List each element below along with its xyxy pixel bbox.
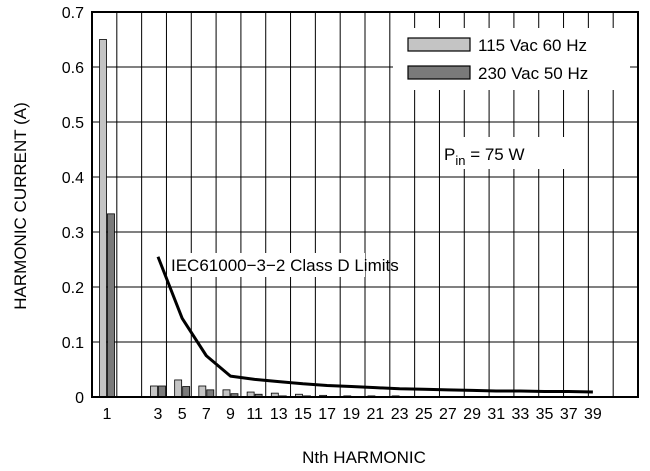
y-tick-label: 0.4 xyxy=(62,170,84,187)
y-tick-labels: 0 0.1 0.2 0.3 0.4 0.5 0.6 0.7 xyxy=(62,5,84,407)
x-tick-label: 23 xyxy=(391,406,409,423)
bar-115vac-h5 xyxy=(174,379,183,398)
legend-label-230vac: 230 Vac 50 Hz xyxy=(478,64,588,83)
power-annotation-sub: in xyxy=(455,153,465,168)
x-tick-label: 39 xyxy=(584,406,602,423)
y-tick-label: 0.2 xyxy=(62,280,84,297)
bar-230vac-h5 xyxy=(182,386,191,398)
y-tick-label: 0.7 xyxy=(62,5,84,22)
x-tick-label: 35 xyxy=(536,406,554,423)
limit-line-label: IEC61000−3−2 Class D Limits xyxy=(171,256,399,275)
x-tick-label: 11 xyxy=(246,406,263,423)
y-tick-label: 0.3 xyxy=(62,225,84,242)
y-tick-label: 0 xyxy=(75,390,84,407)
power-annotation-text: Pin = 75 W xyxy=(444,145,525,168)
y-axis-title: HARMONIC CURRENT (A) xyxy=(11,102,30,309)
power-annotation: Pin = 75 W xyxy=(440,137,576,169)
power-annotation-value: = 75 W xyxy=(465,145,524,164)
x-tick-label: 27 xyxy=(439,406,457,423)
power-annotation-p: P xyxy=(444,145,455,164)
bar-230vac-h3 xyxy=(158,385,166,398)
y-tick-label: 0.6 xyxy=(62,60,84,77)
x-tick-label: 3 xyxy=(154,406,163,423)
bar-230vac-h7 xyxy=(206,389,215,398)
limit-line-group xyxy=(156,256,593,394)
x-tick-label: 29 xyxy=(463,406,481,423)
x-tick-label: 13 xyxy=(270,406,288,423)
limit-line-label-group: IEC61000−3−2 Class D Limits xyxy=(168,253,399,277)
legend-swatch-115vac xyxy=(407,37,471,52)
x-tick-label: 31 xyxy=(487,406,505,423)
x-tick-label: 33 xyxy=(512,406,530,423)
x-axis-title: Nth HARMONIC xyxy=(302,448,426,467)
x-tick-label: 17 xyxy=(318,406,336,423)
x-tick-label: 9 xyxy=(226,406,235,423)
y-tick-label: 0.1 xyxy=(62,335,84,352)
legend-label-115vac: 115 Vac 60 Hz xyxy=(478,36,587,55)
x-tick-label: 19 xyxy=(342,406,360,423)
legend: 115 Vac 60 Hz 230 Vac 50 Hz xyxy=(393,28,630,90)
iec-class-d-limit-line xyxy=(156,256,593,394)
y-tick-label: 0.5 xyxy=(62,115,84,132)
x-tick-label: 37 xyxy=(560,406,578,423)
legend-swatch-230vac xyxy=(407,65,471,80)
plot-frame xyxy=(91,11,639,398)
gridlines xyxy=(92,12,638,397)
bar-115vac-h3 xyxy=(150,385,158,398)
bar-115vac-h1 xyxy=(99,39,107,398)
bar-115vac-h9 xyxy=(222,389,231,398)
bar-series xyxy=(99,39,601,398)
x-tick-labels: 1 3 5 7 9 11 13 15 17 19 21 23 25 27 29 31 33 35 37 39 xyxy=(103,406,602,423)
bar-115vac-h7 xyxy=(198,385,207,398)
x-tick-label: 21 xyxy=(367,406,385,423)
x-tick-label: 1 xyxy=(103,406,112,423)
x-tick-label: 5 xyxy=(178,406,187,423)
bar-230vac-h1 xyxy=(107,213,115,398)
x-tick-label: 7 xyxy=(202,406,211,423)
x-tick-label: 15 xyxy=(294,406,312,423)
x-tick-label: 25 xyxy=(415,406,433,423)
